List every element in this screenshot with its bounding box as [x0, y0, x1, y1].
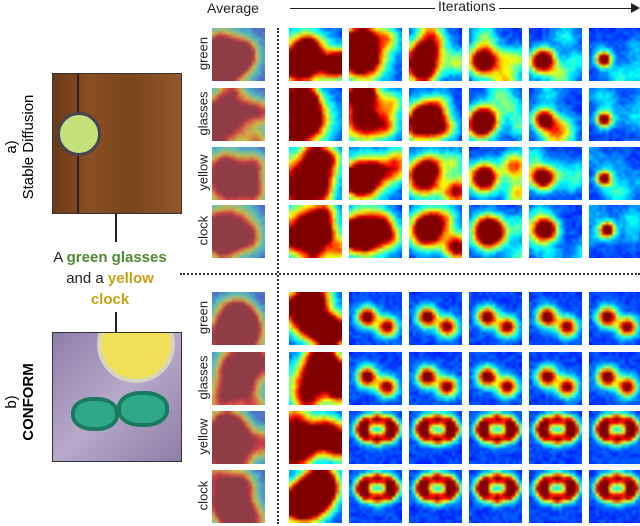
attention-map-iteration-1 — [289, 88, 342, 141]
attention-map-iteration-3 — [409, 28, 462, 81]
attention-map-iteration-2 — [349, 470, 402, 523]
horizontal-divider — [180, 273, 640, 275]
attention-map-iteration-3 — [409, 411, 462, 464]
attention-map-iteration-4 — [469, 205, 522, 258]
section-letter: b) — [3, 395, 20, 409]
attention-map-iteration-4 — [469, 147, 522, 200]
attention-map-iteration-4 — [469, 352, 522, 405]
row-label-glasses: glasses — [195, 355, 211, 400]
iterations-arrow: Iterations — [290, 0, 640, 18]
average-header: Average — [207, 0, 259, 16]
attention-map-iteration-6 — [589, 88, 640, 141]
row-label-clock: clock — [195, 480, 211, 511]
row-label-yellow: yellow — [195, 154, 211, 191]
attention-map-iteration-6 — [589, 352, 640, 405]
section-letter: a) — [3, 140, 20, 154]
attention-map-iteration-3 — [409, 352, 462, 405]
attention-map-iteration-2 — [349, 205, 402, 258]
method-name: Stable Diffusion — [20, 94, 37, 200]
attention-map-iteration-4 — [469, 28, 522, 81]
average-attention-map — [212, 205, 265, 258]
attention-map-iteration-1 — [289, 411, 342, 464]
attention-map-iteration-4 — [469, 88, 522, 141]
attention-map-iteration-4 — [469, 292, 522, 345]
attention-map-iteration-5 — [529, 28, 582, 81]
attention-map-iteration-1 — [289, 147, 342, 200]
average-attention-map — [212, 470, 265, 523]
attention-map-iteration-6 — [589, 470, 640, 523]
attention-map-iteration-5 — [529, 411, 582, 464]
attention-map-iteration-5 — [529, 88, 582, 141]
attention-map-iteration-3 — [409, 205, 462, 258]
attention-map-iteration-5 — [529, 292, 582, 345]
conform-image — [52, 332, 182, 462]
row-label-green: green — [195, 36, 211, 71]
attention-map-iteration-2 — [349, 292, 402, 345]
average-attention-map — [212, 88, 265, 141]
row-label-clock: clock — [195, 215, 211, 246]
arrow-up — [115, 214, 117, 242]
attention-map-iteration-6 — [589, 411, 640, 464]
average-attention-map — [212, 352, 265, 405]
average-attention-map — [212, 28, 265, 81]
attention-map-iteration-4 — [469, 470, 522, 523]
attention-map-iteration-6 — [589, 205, 640, 258]
attention-map-iteration-5 — [529, 352, 582, 405]
average-attention-map — [212, 147, 265, 200]
method-name: CONFORM — [20, 363, 37, 441]
average-attention-map — [212, 411, 265, 464]
attention-map-iteration-1 — [289, 352, 342, 405]
attention-map-iteration-6 — [589, 28, 640, 81]
attention-map-iteration-3 — [409, 147, 462, 200]
attention-map-iteration-3 — [409, 292, 462, 345]
section-b-label: b) CONFORM — [3, 342, 37, 462]
vertical-divider — [277, 28, 279, 524]
attention-map-iteration-1 — [289, 470, 342, 523]
section-a-label: a) Stable Diffusion — [3, 87, 37, 207]
attention-map-iteration-6 — [589, 292, 640, 345]
attention-map-iteration-2 — [349, 147, 402, 200]
attention-map-iteration-5 — [529, 470, 582, 523]
attention-map-iteration-3 — [409, 88, 462, 141]
attention-map-iteration-2 — [349, 352, 402, 405]
iterations-header: Iterations — [435, 0, 499, 14]
attention-map-iteration-2 — [349, 88, 402, 141]
attention-map-iteration-2 — [349, 28, 402, 81]
arrow-down — [115, 312, 117, 332]
attention-map-iteration-1 — [289, 28, 342, 81]
average-attention-map — [212, 292, 265, 345]
attention-map-iteration-3 — [409, 470, 462, 523]
prompt-text: A green glasses and a yellow clock — [53, 249, 167, 308]
stable-diffusion-image — [52, 73, 182, 214]
attention-map-iteration-5 — [529, 205, 582, 258]
attention-map-iteration-1 — [289, 292, 342, 345]
attention-map-iteration-5 — [529, 147, 582, 200]
row-label-green: green — [195, 300, 211, 335]
row-label-yellow: yellow — [195, 418, 211, 455]
attention-map-iteration-2 — [349, 411, 402, 464]
attention-map-iteration-1 — [289, 205, 342, 258]
row-label-glasses: glasses — [195, 91, 211, 136]
attention-map-iteration-6 — [589, 147, 640, 200]
attention-map-iteration-4 — [469, 411, 522, 464]
